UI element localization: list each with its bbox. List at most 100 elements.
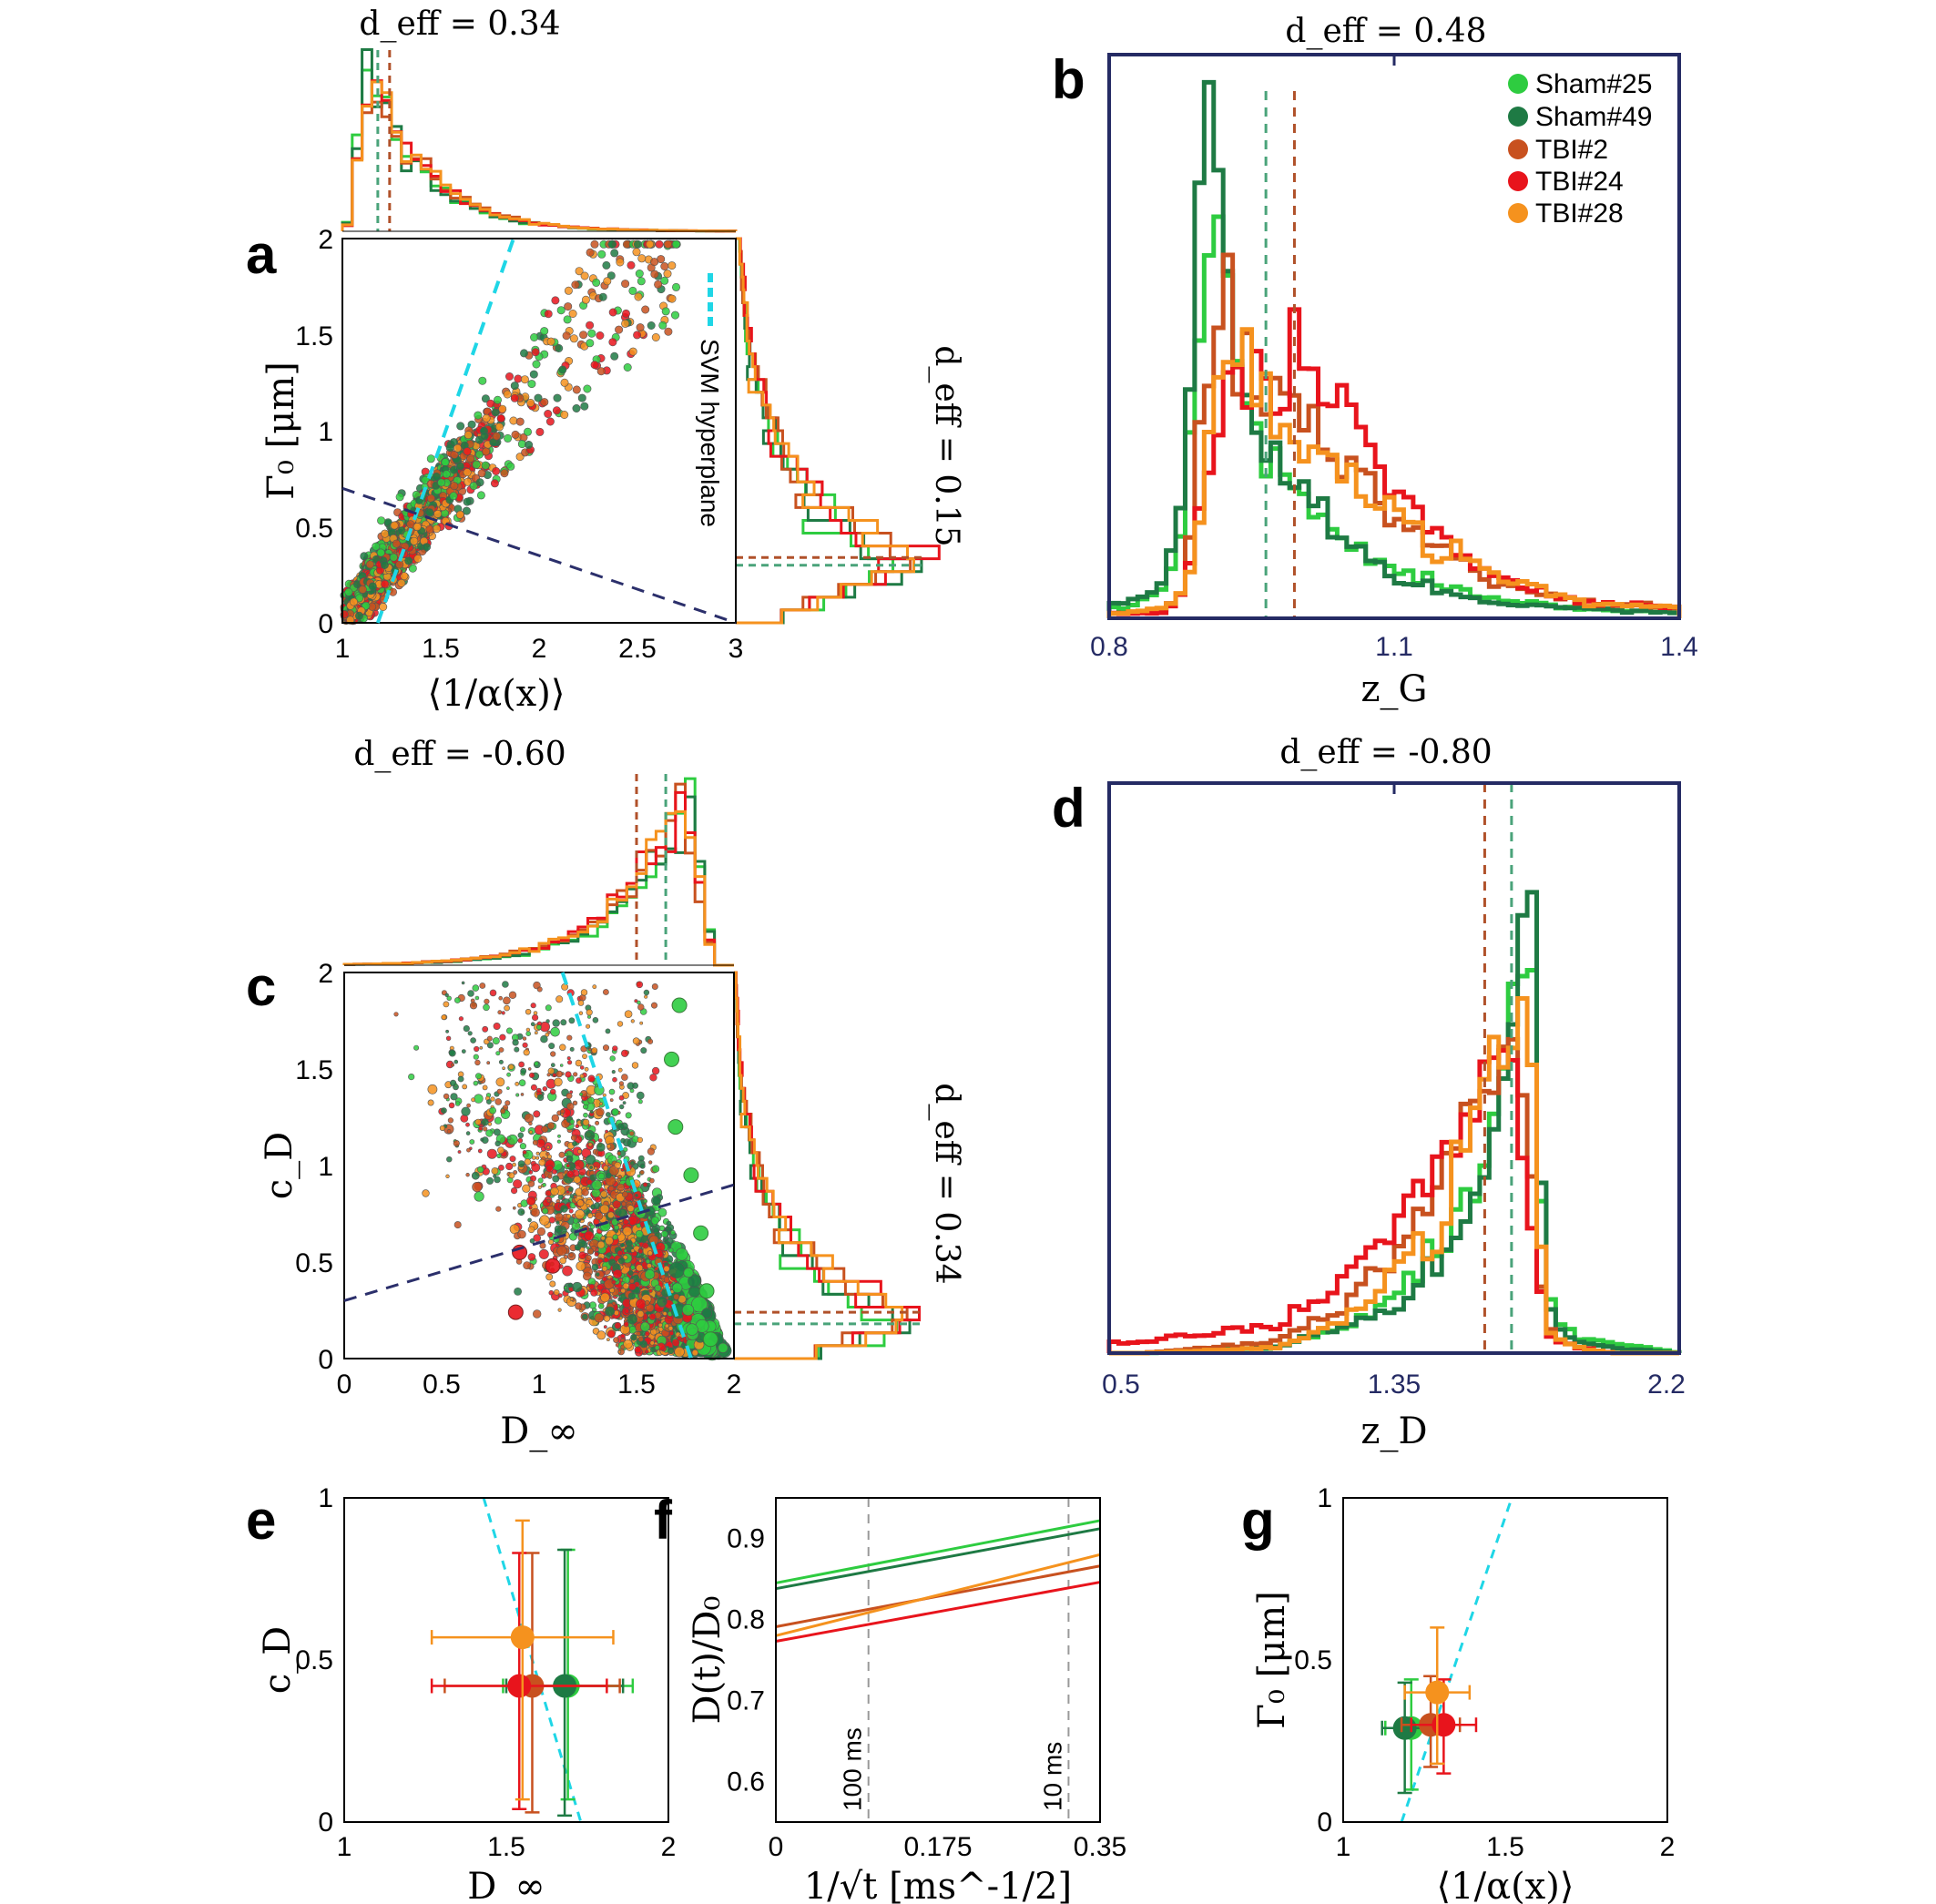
scatter-point <box>490 479 499 488</box>
legend-label: TBI#2 <box>1535 135 1608 165</box>
scatter-point <box>546 337 555 346</box>
scatter-point <box>560 1205 568 1213</box>
tick: 1.4 <box>1660 632 1698 662</box>
scatter-point <box>368 582 377 591</box>
scatter-point <box>555 1212 564 1222</box>
scatter-point <box>650 258 659 267</box>
scatter-point <box>667 261 677 270</box>
scatter-point <box>606 1112 611 1117</box>
scatter-point <box>532 360 541 369</box>
scatter-point <box>422 1189 430 1197</box>
panel-a-y-label: Γ₀ [μm] <box>260 361 302 500</box>
scatter-point <box>620 1333 626 1339</box>
legend: Sham#25 Sham#49 TBI#2 TBI#24 TBI#28 <box>1508 69 1652 229</box>
scatter-point <box>537 1177 544 1184</box>
panel-c-y-marginal <box>733 971 922 1360</box>
scatter-point <box>577 393 586 402</box>
scatter-point <box>408 1073 415 1081</box>
scatter-point <box>569 334 578 343</box>
legend-marker-sham49 <box>1508 107 1528 127</box>
scatter-point <box>613 1337 619 1343</box>
scatter-point <box>651 332 660 341</box>
scatter-point <box>553 393 562 402</box>
scatter-point <box>449 465 458 474</box>
scatter-point <box>595 1272 600 1277</box>
scatter-point <box>365 560 374 569</box>
scatter-point <box>380 560 389 569</box>
scatter-point <box>551 1114 559 1123</box>
scatter-point <box>381 529 390 538</box>
scatter-point <box>482 413 491 423</box>
scatter-point <box>408 564 417 573</box>
scatter-point <box>474 411 483 420</box>
scatter-point <box>515 1093 520 1097</box>
scatter-point <box>590 239 599 249</box>
scatter-point <box>529 370 538 379</box>
legend-label: TBI#24 <box>1535 167 1624 197</box>
scatter-point <box>524 1113 535 1124</box>
scatter-point <box>482 447 491 456</box>
scatter-point <box>545 417 555 426</box>
scatter-point <box>608 239 617 249</box>
scatter-point <box>494 1140 501 1147</box>
scatter-point <box>450 482 459 491</box>
scatter-point <box>622 1146 628 1153</box>
scatter-point <box>537 1185 542 1189</box>
scatter-point <box>349 597 358 606</box>
scatter-point <box>472 1181 483 1193</box>
scatter-point <box>509 1156 516 1163</box>
scatter-point <box>552 406 561 415</box>
scatter-point <box>554 1077 563 1087</box>
panel-a-deff-top: d_eff = 0.34 <box>359 5 560 43</box>
scatter-point <box>611 1301 616 1306</box>
scatter-point <box>477 469 486 478</box>
scatter-point <box>668 1330 674 1336</box>
scatter-point <box>495 1206 502 1212</box>
scatter-point <box>578 1251 586 1259</box>
legend-label: Sham#49 <box>1535 102 1652 132</box>
scatter-point <box>569 1297 574 1301</box>
scatter-point <box>377 516 386 525</box>
scatter-point <box>389 553 398 562</box>
scatter-point <box>494 1098 503 1105</box>
scatter-point <box>606 1338 610 1342</box>
scatter-point <box>657 1207 667 1217</box>
scatter-point <box>555 343 564 352</box>
tick: 2 <box>318 225 333 255</box>
scatter-point <box>358 585 367 594</box>
tick: 1.5 <box>295 321 333 351</box>
scatter-point <box>637 254 647 263</box>
scatter-point <box>491 408 500 417</box>
scatter-point <box>492 466 501 475</box>
scatter-point <box>585 1254 592 1261</box>
tick: 3 <box>729 634 744 664</box>
scatter-point <box>477 1148 483 1154</box>
scatter-point <box>552 1175 560 1183</box>
scatter-point <box>529 1238 535 1244</box>
scatter-point <box>520 375 529 384</box>
scatter-point <box>437 478 446 487</box>
scatter-point <box>630 1333 637 1341</box>
scatter-point <box>558 1151 566 1158</box>
scatter-point <box>354 611 363 620</box>
scatter-point <box>544 409 553 418</box>
scatter-point <box>557 1308 562 1312</box>
scatter-point <box>630 1265 636 1270</box>
marginal-series <box>734 971 904 1360</box>
panel-c-letter: c <box>246 956 276 1017</box>
scatter-point <box>527 1217 532 1223</box>
scatter-point <box>541 1125 549 1134</box>
scatter-point <box>482 1084 488 1091</box>
panel-a-x-ticks: 1 1.5 2 2.5 3 <box>335 634 744 664</box>
scatter-point <box>600 1190 608 1198</box>
scatter-point <box>588 1283 595 1290</box>
legend-label: TBI#28 <box>1535 199 1624 229</box>
scatter-point <box>506 462 515 471</box>
panel-a-y-marginal <box>735 237 941 625</box>
scatter-point <box>568 1252 574 1257</box>
panel-a-letter: a <box>246 224 277 285</box>
scatter-point <box>486 399 495 408</box>
scatter-point <box>456 422 465 431</box>
scatter-point <box>546 1231 554 1238</box>
tick: 0 <box>318 609 333 639</box>
